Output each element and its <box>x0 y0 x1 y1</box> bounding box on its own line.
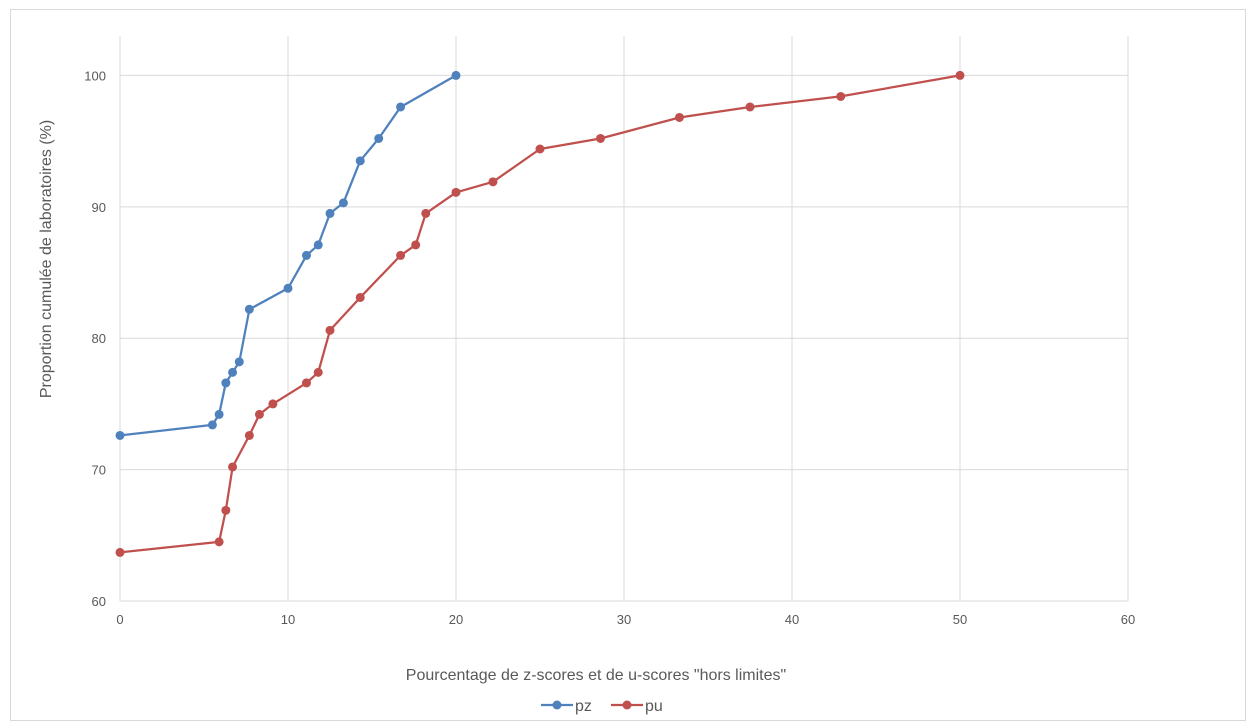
data-point-pz <box>283 283 293 293</box>
data-point-pu <box>411 240 421 250</box>
y-tick-label: 70 <box>92 463 106 478</box>
y-tick-label: 80 <box>92 331 106 346</box>
data-point-pu <box>325 325 335 335</box>
x-tick-label: 10 <box>281 612 295 627</box>
data-point-pz <box>396 102 406 112</box>
data-point-pu <box>674 112 684 122</box>
data-point-pu <box>836 91 846 101</box>
data-point-pz <box>244 304 254 314</box>
gridlines <box>119 36 1129 602</box>
data-point-pu <box>745 102 755 112</box>
legend-label-pu: pu <box>645 698 663 715</box>
x-tick-label: 50 <box>953 612 967 627</box>
data-point-pu <box>955 70 965 80</box>
data-point-pz <box>374 133 384 143</box>
data-point-pz <box>234 357 244 367</box>
data-point-pu <box>595 133 605 143</box>
data-point-pz <box>338 198 348 208</box>
x-tick-label: 0 <box>116 612 123 627</box>
data-point-pu <box>244 430 254 440</box>
data-point-pu <box>214 537 224 547</box>
legend-item-pz: pz <box>541 698 592 715</box>
x-tick-label: 40 <box>785 612 799 627</box>
y-tick-label: 100 <box>84 68 106 83</box>
data-point-pu <box>268 399 278 409</box>
data-point-pz <box>313 240 323 250</box>
data-point-pu <box>221 505 231 515</box>
data-point-pz <box>228 367 238 377</box>
chart-area <box>10 9 1246 721</box>
data-point-pu <box>396 250 406 260</box>
data-point-pu <box>355 292 365 302</box>
x-tick-label: 60 <box>1121 612 1135 627</box>
y-tick-label: 90 <box>92 200 106 215</box>
series-line-pu <box>119 74 961 554</box>
data-point-pz <box>214 409 224 419</box>
x-axis-title: Pourcentage de z-scores et de u-scores "… <box>406 667 786 684</box>
y-tick-label: 60 <box>92 594 106 609</box>
data-point-pu <box>301 378 311 388</box>
data-point-pz <box>115 430 125 440</box>
x-tick-label: 30 <box>617 612 631 627</box>
legend: pz pu <box>541 698 663 715</box>
data-point-pu <box>115 547 125 557</box>
legend-item-pu: pu <box>611 698 663 715</box>
data-point-pu <box>451 187 461 197</box>
data-point-pz <box>301 250 311 260</box>
y-axis-title: Proportion cumulée de laboratoires (%) <box>38 120 55 398</box>
data-point-pu <box>313 367 323 377</box>
data-point-pu <box>228 462 238 472</box>
data-point-pz <box>451 70 461 80</box>
data-point-pu <box>254 409 264 419</box>
data-point-pu <box>535 144 545 154</box>
data-point-pz <box>221 378 231 388</box>
series-line-pz <box>119 74 457 437</box>
data-point-pz <box>325 208 335 218</box>
series-pu <box>115 70 965 557</box>
data-point-pz <box>207 420 217 430</box>
series-lines <box>115 70 965 557</box>
series-pz <box>115 70 461 440</box>
legend-marker-pu <box>622 700 632 710</box>
legend-label-pz: pz <box>575 698 592 715</box>
x-tick-label: 20 <box>449 612 463 627</box>
legend-marker-pz <box>552 700 562 710</box>
data-point-pu <box>488 177 498 187</box>
data-point-pz <box>355 156 365 166</box>
tick-labels: 0 10 20 30 40 50 60 60 70 80 90 100 <box>84 68 1135 627</box>
data-point-pu <box>421 208 431 218</box>
